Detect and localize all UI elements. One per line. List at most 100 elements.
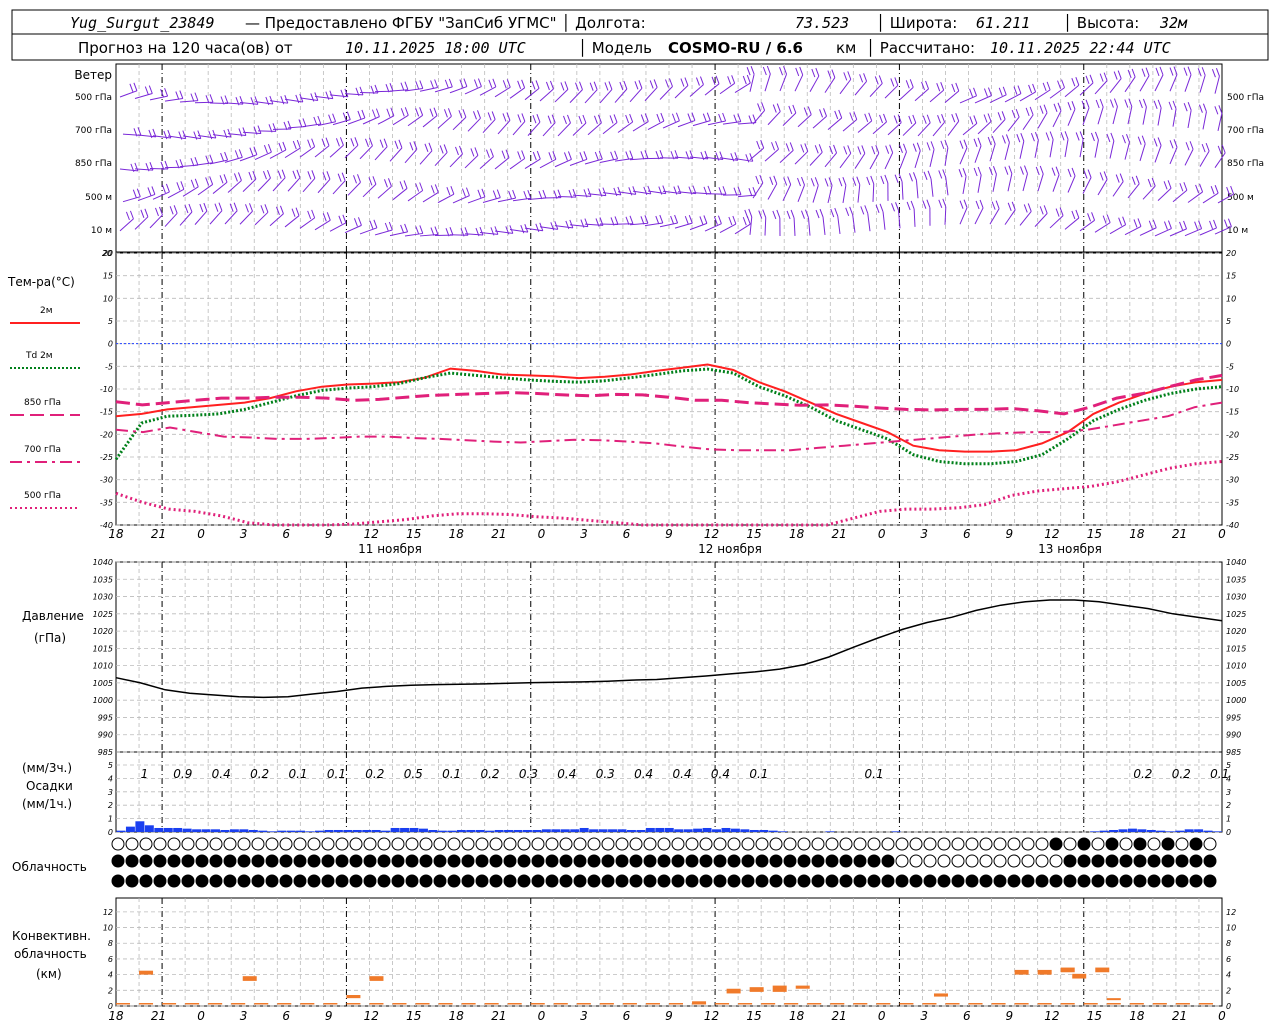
wind-barb	[167, 135, 186, 140]
wind-barb	[329, 144, 344, 158]
model-name: COSMO-RU / 6.6	[668, 39, 803, 57]
temp-tick-right: -20	[1226, 430, 1239, 439]
wind-barb	[992, 119, 1006, 133]
wind-barb	[1169, 228, 1187, 237]
wind-barb-flag	[144, 86, 149, 95]
wind-barb-flag	[492, 78, 497, 88]
wind-barb-flag	[593, 115, 598, 125]
hour-label-temp: 3	[240, 527, 248, 541]
wind-barb	[347, 182, 361, 196]
cloud-symbol	[1091, 837, 1105, 851]
wind-barb	[704, 156, 723, 161]
wind-barb-flag	[1094, 131, 1099, 141]
hour-label-temp: 21	[491, 527, 506, 541]
wind-barb	[1037, 112, 1048, 129]
wind-barb-flag	[538, 190, 543, 200]
wind-barb-flag	[160, 161, 165, 171]
precip-sum-label: 1	[141, 767, 149, 781]
precip-bar	[1146, 829, 1156, 832]
cloud-symbol	[321, 837, 335, 851]
wind-level-label-left: 850 гПа	[75, 159, 112, 169]
cloud-symbol	[587, 874, 601, 888]
wind-title: Ветер	[74, 68, 112, 82]
wind-barb-flag	[182, 130, 187, 139]
cloud-symbol	[1119, 874, 1133, 888]
wind-barb-flag	[295, 207, 300, 216]
wind-barb	[898, 210, 901, 229]
wind-barb-flag	[1045, 132, 1050, 141]
cloud-symbol	[405, 837, 419, 851]
wind-barb-flag	[1142, 98, 1147, 108]
precip-sum-label: 0.1	[288, 767, 307, 781]
cloud-symbol	[307, 874, 321, 888]
wind-barb-flag	[925, 80, 930, 90]
wind-barb-flag	[491, 111, 496, 120]
wind-barb	[734, 223, 751, 235]
wind-barb-flag	[942, 198, 947, 208]
wind-barb-flag	[977, 137, 982, 146]
wind-barb-flag	[756, 140, 761, 150]
convective-base-bar	[599, 1003, 614, 1005]
convective-base-bar	[645, 1003, 660, 1005]
wind-barb	[419, 234, 438, 237]
pressure-tick-right: 1000	[1226, 696, 1246, 705]
wind-barb-flag	[1172, 100, 1177, 110]
wind-barb-flag	[927, 170, 932, 180]
legend-label: 500 гПа	[24, 491, 61, 501]
temp-tick-right: 20	[1226, 249, 1236, 258]
wind-barb-flag	[608, 81, 613, 90]
convective-base-bar	[231, 1003, 246, 1005]
wind-barb-flag	[443, 144, 448, 153]
hour-label-temp: 6	[282, 527, 290, 541]
cloud-symbol	[895, 837, 909, 851]
wind-barb	[1019, 211, 1032, 226]
wind-barb	[962, 176, 967, 194]
wind-barb-flag	[250, 97, 255, 106]
convective-bar	[692, 1001, 707, 1005]
wind-barb	[539, 88, 554, 102]
wind-barb	[764, 148, 779, 162]
hour-label-temp: 18	[1129, 527, 1145, 541]
wind-barb	[1124, 76, 1136, 93]
wind-barb-flag	[1061, 79, 1066, 88]
convective-bar	[1106, 998, 1121, 1001]
wind-barb-flag	[449, 226, 454, 236]
precip-bar	[608, 829, 618, 832]
cloud-symbol	[993, 837, 1007, 851]
hour-label-bottom: 15	[1087, 1009, 1102, 1023]
wind-barb	[914, 150, 921, 169]
wind-barb-flag	[750, 66, 755, 75]
wind-barb-flag	[863, 73, 868, 82]
cloud-symbol	[265, 854, 279, 868]
wind-barb	[164, 212, 178, 227]
wind-barb	[449, 234, 469, 236]
cloud-symbol	[517, 854, 531, 868]
wind-barb-flag	[203, 202, 208, 212]
wind-barb-flag	[670, 151, 675, 160]
wind-barb	[452, 116, 467, 131]
wind-barb-flag	[783, 66, 788, 75]
wind-barb-flag	[567, 114, 571, 124]
precip-bar	[560, 829, 570, 832]
pressure-tick-left: 1015	[93, 644, 113, 653]
wind-barb-flag	[614, 216, 619, 225]
precip-bar	[645, 827, 655, 832]
wind-barb-flag	[833, 144, 838, 154]
wind-barb-flag	[434, 226, 439, 235]
wind-barb-flag	[610, 217, 615, 226]
wind-barb	[1199, 227, 1217, 236]
wind-barb	[914, 88, 929, 102]
wind-barb	[1082, 107, 1090, 125]
wind-barb	[1064, 139, 1069, 158]
wind-barb	[1034, 213, 1048, 227]
wind-barb	[284, 147, 301, 159]
wind-barb	[527, 121, 541, 136]
wind-barb-flag	[400, 108, 405, 117]
wind-barb-flag	[1103, 72, 1108, 81]
convective-base-bar	[185, 1003, 200, 1005]
cloud-symbol	[1063, 874, 1077, 888]
wind-barb-flag	[307, 210, 312, 220]
wind-barb-flag	[1213, 219, 1218, 229]
wind-barb-flag	[613, 114, 618, 123]
wind-barb	[989, 94, 1007, 104]
